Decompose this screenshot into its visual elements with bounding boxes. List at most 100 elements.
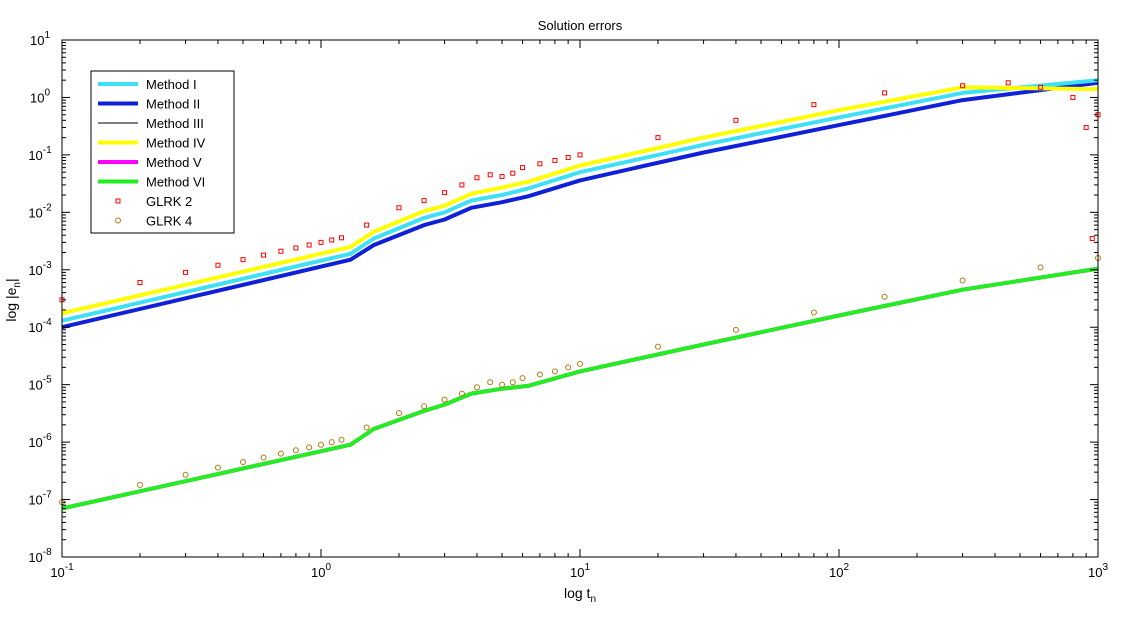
legend-box — [90, 70, 235, 234]
series-method-i — [61, 78, 1099, 323]
data-point-glrk-2 — [1083, 124, 1089, 130]
data-point-glrk-4 — [136, 481, 143, 488]
series-method-ii — [61, 80, 1099, 330]
y-tick-label: 10-2 — [28, 202, 52, 220]
y-tick-label: 100 — [30, 87, 50, 105]
data-point-glrk-2 — [137, 280, 143, 286]
data-point-glrk-2 — [183, 269, 189, 275]
legend-swatch — [115, 198, 121, 204]
data-point-glrk-4 — [473, 384, 480, 391]
y-tick-label: 10-3 — [28, 260, 52, 278]
series-line-method-iv — [61, 85, 1099, 316]
data-point-glrk-2 — [960, 83, 966, 89]
chart-title: Solution errors — [538, 18, 623, 33]
data-point-glrk-2 — [520, 165, 526, 171]
data-point-glrk-2 — [577, 152, 583, 158]
data-point-glrk-2 — [1038, 84, 1044, 90]
data-point-glrk-2 — [733, 117, 739, 123]
x-tick-label: 102 — [829, 562, 849, 580]
legend-label: GLRK 2 — [146, 194, 192, 209]
x-axis-label-subscript: n — [590, 594, 596, 605]
data-point-glrk-4 — [577, 360, 583, 367]
legend: Method I Method II Method III Method IV Meth… — [90, 70, 235, 234]
data-point-glrk-4 — [810, 309, 817, 316]
data-point-glrk-4 — [487, 379, 494, 386]
data-point-glrk-2 — [442, 190, 448, 196]
data-point-glrk-2 — [552, 157, 558, 163]
series-method-iv — [61, 85, 1099, 316]
data-point-glrk-4 — [881, 293, 888, 300]
x-tick-label: 101 — [570, 562, 590, 580]
y-tick-label: 10-8 — [28, 547, 52, 565]
tick-layer: 10-1 100 101 102 103 10-8 10-7 10-6 10-5 10-4 10-3… — [28, 30, 1108, 580]
legend-item-method-ii: Method II — [98, 97, 200, 112]
y-tick-label: 10-7 — [28, 490, 52, 508]
series-line-method-vi — [61, 266, 1099, 511]
legend-item-method-iv: Method IV — [98, 136, 206, 151]
x-axis-label-base: log t — [564, 585, 591, 601]
data-point-glrk-2 — [655, 135, 661, 141]
data-point-glrk-4 — [182, 471, 189, 478]
legend-item-method-vi: Method VI — [98, 175, 205, 190]
data-point-glrk-4 — [328, 439, 335, 446]
data-point-glrk-2 — [537, 161, 543, 167]
data-point-glrk-2 — [882, 90, 888, 96]
x-tick-label: 10-1 — [50, 562, 74, 580]
data-point-glrk-2 — [459, 182, 465, 188]
x-axis-label: log tn — [564, 585, 596, 605]
data-point-glrk-2 — [261, 252, 267, 258]
data-point-glrk-4 — [509, 379, 516, 386]
data-point-glrk-2 — [215, 262, 221, 268]
data-point-glrk-2 — [329, 237, 335, 243]
data-point-glrk-2 — [293, 245, 299, 251]
data-point-glrk-4 — [395, 410, 402, 417]
y-axis-label: log |en| — [3, 278, 23, 321]
legend-item-glrk-4: GLRK 4 — [115, 214, 192, 229]
data-point-glrk-4 — [240, 459, 247, 466]
data-point-glrk-4 — [536, 371, 543, 378]
data-point-glrk-2 — [1005, 80, 1011, 86]
data-point-glrk-4 — [551, 368, 558, 375]
legend-label: Method III — [146, 116, 204, 131]
legend-item-method-i: Method I — [98, 77, 197, 92]
data-point-glrk-2 — [487, 172, 493, 178]
data-point-glrk-4 — [338, 436, 345, 443]
y-tick-label: 10-1 — [28, 145, 52, 163]
y-tick-label: 101 — [30, 30, 50, 48]
y-axis-label-subscript: n — [12, 282, 23, 288]
data-point-glrk-4 — [421, 403, 428, 410]
data-point-glrk-4 — [277, 450, 284, 457]
data-point-glrk-2 — [364, 222, 370, 228]
series-method-vi — [61, 266, 1099, 511]
data-point-glrk-4 — [654, 343, 661, 350]
data-point-glrk-2 — [240, 257, 246, 263]
data-point-glrk-2 — [474, 175, 480, 181]
series-layer — [59, 78, 1101, 511]
legend-label: Method VI — [146, 175, 205, 190]
legend-label: Method I — [146, 77, 197, 92]
data-point-glrk-2 — [1089, 236, 1095, 242]
data-point-glrk-4 — [519, 375, 526, 382]
data-point-glrk-2 — [811, 102, 817, 108]
data-point-glrk-4 — [292, 447, 299, 454]
data-point-glrk-4 — [260, 454, 267, 461]
y-tick-label: 10-6 — [28, 432, 52, 450]
data-point-glrk-4 — [959, 277, 966, 284]
data-point-glrk-2 — [318, 239, 324, 245]
series-glrk-2 — [59, 80, 1101, 303]
legend-item-method-v: Method V — [98, 155, 202, 170]
data-point-glrk-2 — [1070, 94, 1076, 100]
y-tick-label: 10-5 — [28, 375, 52, 393]
data-point-glrk-4 — [363, 424, 370, 431]
data-point-glrk-2 — [510, 170, 516, 176]
data-point-glrk-2 — [306, 242, 312, 248]
legend-item-method-iii: Method III — [98, 116, 204, 131]
data-point-glrk-2 — [421, 198, 427, 204]
data-point-glrk-4 — [1037, 264, 1044, 271]
data-point-glrk-2 — [339, 235, 345, 241]
legend-swatch — [115, 217, 121, 224]
data-point-glrk-2 — [499, 174, 505, 180]
data-point-glrk-4 — [499, 381, 506, 388]
data-point-glrk-4 — [306, 444, 313, 451]
y-axis-label-prefix: log |e — [3, 287, 19, 321]
